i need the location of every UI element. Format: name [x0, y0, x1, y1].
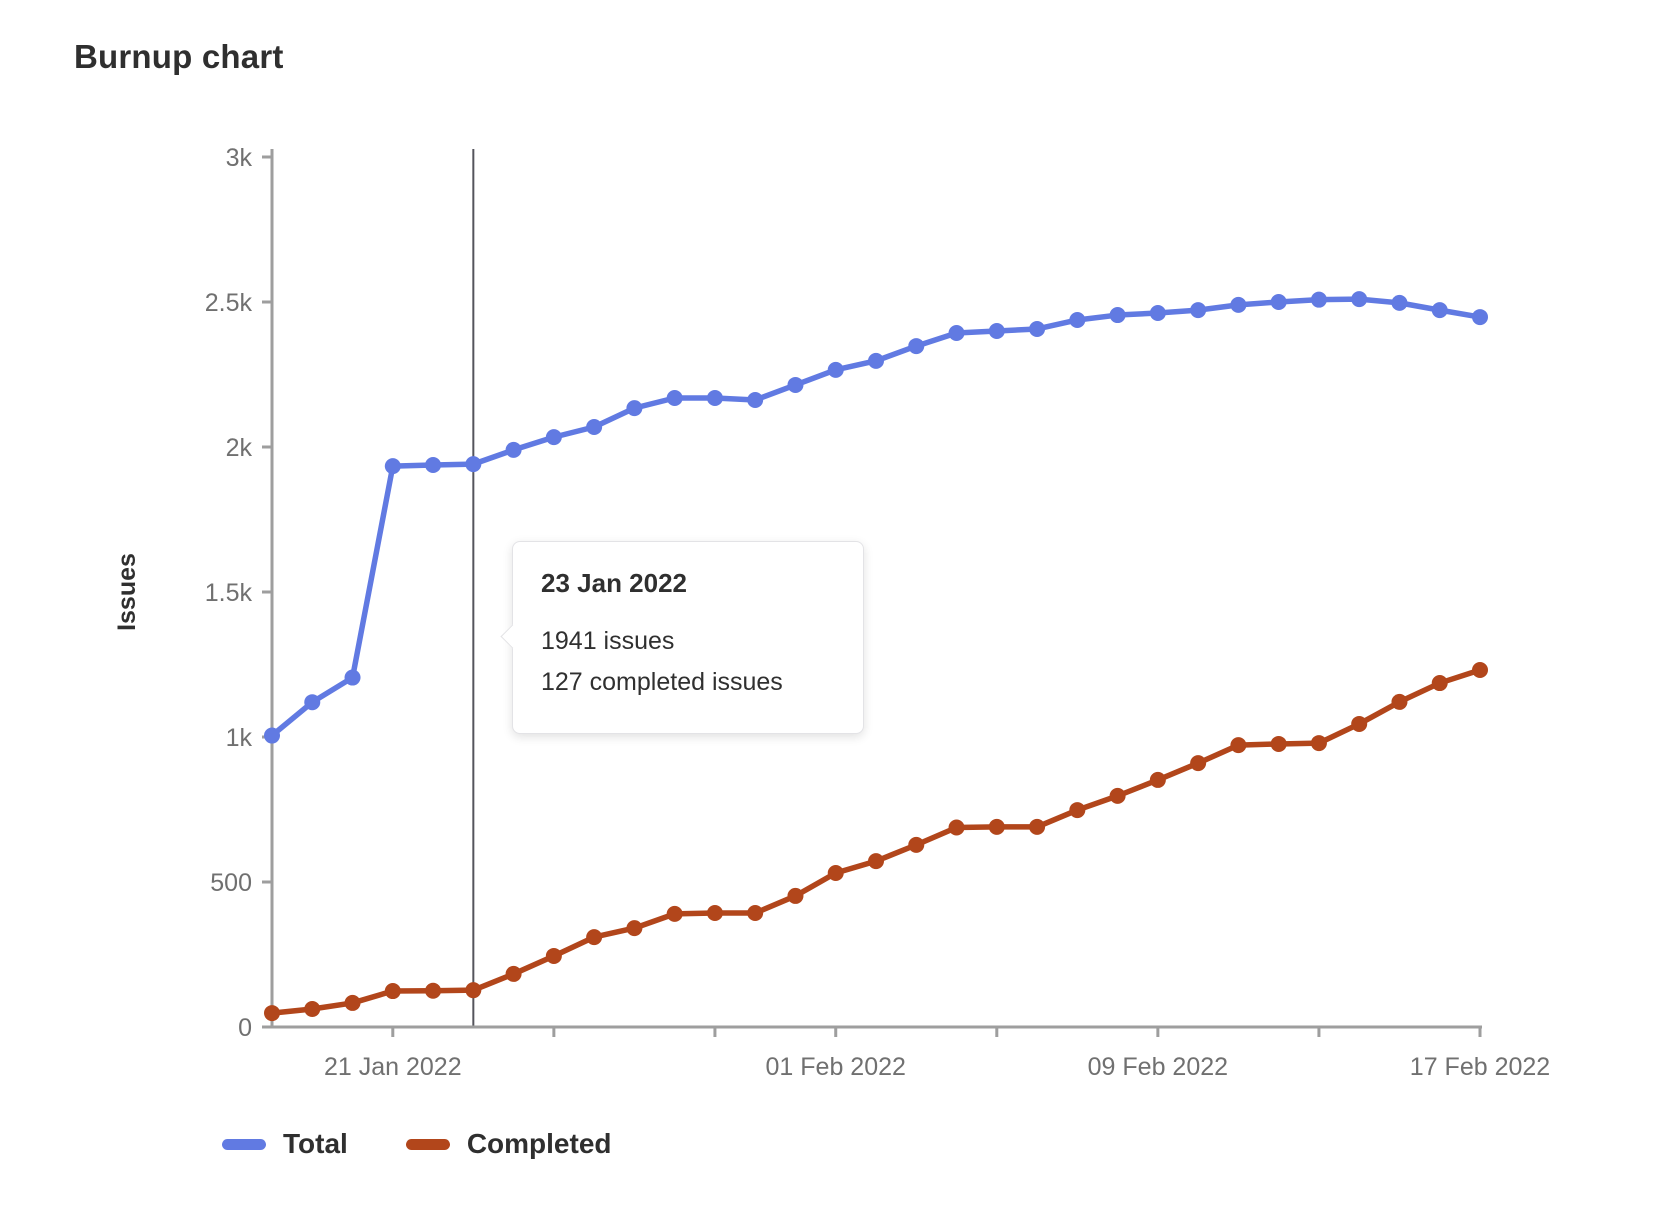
- data-point-total[interactable]: [1069, 311, 1086, 328]
- data-point-total[interactable]: [1351, 291, 1368, 308]
- y-axis-tick-label: 2.5k: [205, 289, 253, 317]
- data-point-total[interactable]: [1029, 320, 1046, 337]
- data-point-completed[interactable]: [1230, 737, 1247, 754]
- data-point-completed[interactable]: [1431, 675, 1448, 692]
- data-point-total[interactable]: [948, 325, 965, 342]
- data-point-total[interactable]: [425, 456, 442, 473]
- data-point-total[interactable]: [1431, 302, 1448, 319]
- total-series-label: Total: [283, 1128, 348, 1159]
- data-point-total[interactable]: [264, 727, 280, 744]
- data-point-total[interactable]: [304, 694, 321, 711]
- legend-item-total[interactable]: Total: [222, 1128, 348, 1160]
- data-point-total[interactable]: [505, 441, 522, 458]
- y-axis-tick-label: 1.5k: [205, 579, 253, 607]
- tooltip-completed-issues: 127 completed issues: [541, 668, 783, 696]
- data-point-completed[interactable]: [908, 836, 925, 853]
- x-axis-tick-label: 01 Feb 2022: [766, 1053, 906, 1081]
- completed-series-swatch: [405, 1138, 450, 1150]
- data-point-completed[interactable]: [586, 929, 603, 946]
- page-title: Burnup chart: [74, 38, 284, 75]
- burnup-chart: 0 500 1k 1.5k 2k 2.5k 3k 21 Jan 2022 01 Feb 2022…: [113, 144, 1550, 1081]
- y-axis-tick-label: 1k: [226, 724, 253, 752]
- y-axis-tick-label: 0: [238, 1014, 252, 1042]
- y-axis-tick-label: 2k: [226, 434, 253, 462]
- data-point-completed[interactable]: [304, 1001, 321, 1018]
- x-axis-tick-label: 09 Feb 2022: [1088, 1053, 1228, 1081]
- legend-item-completed[interactable]: Completed: [405, 1128, 612, 1160]
- data-point-total[interactable]: [706, 389, 723, 406]
- data-point-total[interactable]: [666, 389, 683, 406]
- y-axis-title: Issues: [113, 553, 141, 631]
- data-point-completed[interactable]: [1391, 693, 1408, 710]
- data-point-total[interactable]: [1190, 302, 1207, 319]
- data-point-total[interactable]: [344, 669, 361, 686]
- data-point-total[interactable]: [1270, 294, 1287, 310]
- completed-series-label: Completed: [466, 1128, 612, 1159]
- data-point-completed[interactable]: [827, 865, 844, 882]
- data-point-completed[interactable]: [1310, 735, 1327, 752]
- data-point-total[interactable]: [908, 338, 925, 355]
- data-point-total[interactable]: [827, 361, 844, 378]
- x-axis-tick-label: 21 Jan 2022: [324, 1053, 462, 1081]
- data-point-completed[interactable]: [505, 965, 522, 982]
- data-point-completed[interactable]: [787, 887, 804, 904]
- x-axis-tick-label: 17 Feb 2022: [1410, 1053, 1550, 1081]
- data-point-completed[interactable]: [465, 982, 482, 999]
- data-point-completed[interactable]: [747, 905, 764, 922]
- y-axis-tick-label: 3k: [226, 144, 253, 172]
- data-point-total[interactable]: [465, 456, 482, 473]
- data-point-total[interactable]: [1310, 291, 1327, 308]
- data-point-completed[interactable]: [384, 983, 401, 1000]
- data-point-completed[interactable]: [425, 982, 442, 999]
- data-point-completed[interactable]: [1270, 735, 1287, 752]
- data-point-completed[interactable]: [1069, 802, 1086, 819]
- data-point-completed[interactable]: [1029, 818, 1046, 835]
- data-point-completed[interactable]: [706, 905, 723, 922]
- data-point-total[interactable]: [545, 429, 562, 446]
- data-point-total[interactable]: [1472, 309, 1488, 326]
- data-point-total[interactable]: [1391, 294, 1408, 311]
- series-line-completed: [269, 667, 1483, 1016]
- data-point-completed[interactable]: [868, 853, 884, 870]
- chart-legend: Total Completed: [222, 1128, 612, 1160]
- data-point-total[interactable]: [787, 376, 804, 393]
- data-point-total[interactable]: [626, 400, 643, 417]
- data-point-total[interactable]: [586, 418, 603, 435]
- tooltip-date: 23 Jan 2022: [541, 568, 688, 598]
- chart-tooltip: 23 Jan 2022 1941 issues 127 completed is…: [500, 541, 864, 734]
- data-point-completed[interactable]: [626, 920, 643, 937]
- data-point-completed[interactable]: [988, 818, 1005, 835]
- total-series-swatch: [222, 1138, 266, 1150]
- data-point-completed[interactable]: [1149, 771, 1166, 788]
- data-point-total[interactable]: [988, 323, 1005, 339]
- data-point-completed[interactable]: [545, 947, 562, 964]
- data-point-completed[interactable]: [264, 1005, 280, 1022]
- data-point-total[interactable]: [384, 458, 401, 475]
- tooltip-total-issues: 1941 issues: [541, 627, 675, 655]
- data-point-completed[interactable]: [344, 994, 361, 1011]
- data-point-completed[interactable]: [1109, 787, 1126, 804]
- chart-canvas: 0 500 1k 1.5k 2k 2.5k 3k 21 Jan 2022 01 Feb 2022…: [113, 144, 1550, 1081]
- data-point-total[interactable]: [1149, 305, 1166, 322]
- data-point-total[interactable]: [1109, 307, 1126, 324]
- data-point-total[interactable]: [747, 392, 764, 409]
- data-point-completed[interactable]: [1472, 662, 1488, 679]
- data-point-total[interactable]: [868, 352, 884, 369]
- data-point-total[interactable]: [1230, 296, 1247, 313]
- data-point-completed[interactable]: [1190, 755, 1207, 772]
- data-point-completed[interactable]: [666, 905, 683, 922]
- y-axis-tick-label: 500: [210, 869, 252, 897]
- data-point-completed[interactable]: [1351, 715, 1368, 732]
- data-point-completed[interactable]: [948, 819, 965, 836]
